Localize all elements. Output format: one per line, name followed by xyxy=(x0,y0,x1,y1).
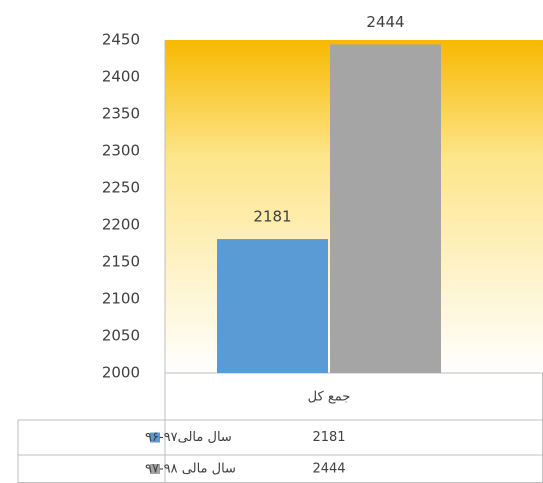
y-tick-label: 2250 xyxy=(102,179,140,197)
data-label: 2444 xyxy=(366,13,404,31)
bar xyxy=(330,44,441,373)
table-value: 2444 xyxy=(312,462,345,477)
legend-marker xyxy=(150,432,160,443)
y-tick-label: 2350 xyxy=(102,105,140,123)
y-tick-label: 2450 xyxy=(102,31,140,49)
y-tick-label: 2300 xyxy=(102,142,140,160)
y-tick-label: 2400 xyxy=(102,68,140,86)
y-tick-label: 2150 xyxy=(102,253,140,271)
legend-label: سال مالی ۹۸-۹۷ xyxy=(145,462,236,477)
y-tick-label: 2200 xyxy=(102,216,140,234)
bar xyxy=(217,239,328,373)
y-tick-label: 2100 xyxy=(102,290,140,308)
legend-marker xyxy=(150,464,160,474)
legend-label: سال مالی۹۷-۹۶ xyxy=(145,430,232,445)
x-tick-label: جمع کل xyxy=(308,390,351,405)
table-value: 2181 xyxy=(312,430,345,445)
data-label: 2181 xyxy=(253,208,291,226)
y-tick-label: 2050 xyxy=(102,327,140,345)
y-tick-label: 2000 xyxy=(102,364,140,382)
